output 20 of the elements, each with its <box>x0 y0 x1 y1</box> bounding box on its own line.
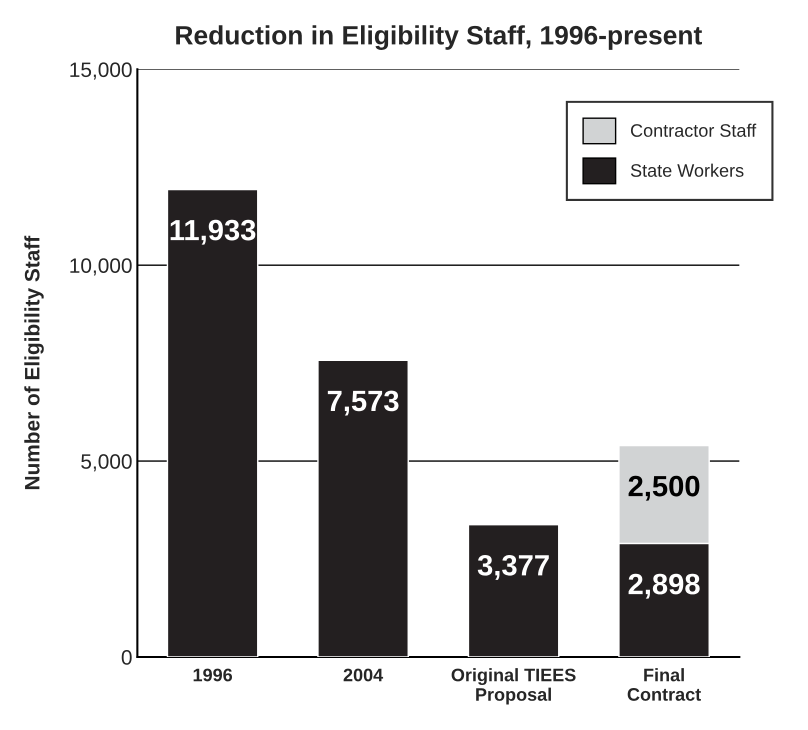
x-tick-label: 2004 <box>344 668 384 682</box>
x-tick-label: Original TIEES Proposal <box>452 668 576 704</box>
data-label: 2,898 <box>628 574 700 599</box>
chart-title: Reduction in Eligibility Staff, 1996-present <box>176 25 702 50</box>
data-label: 2,500 <box>628 476 700 501</box>
bar <box>468 524 560 657</box>
bar <box>317 360 409 657</box>
data-label: 7,573 <box>328 390 399 416</box>
y-tick-label: 10,000 <box>70 258 132 276</box>
bar <box>166 188 258 657</box>
y-tick-label: 5,000 <box>81 454 132 472</box>
data-label: 3,377 <box>478 554 549 580</box>
y-tick-label: 0 <box>122 650 132 665</box>
legend-label: State Workers <box>630 164 744 177</box>
x-tick-label: 1996 <box>194 668 232 682</box>
y-axis-title: Number of Eligibility Staff <box>24 236 44 490</box>
legend-label: Contractor Staff <box>630 124 756 137</box>
data-label: 11,933 <box>170 220 256 245</box>
x-tick-label: Final Contract <box>628 668 701 701</box>
y-tick-label: 15,000 <box>70 62 132 80</box>
